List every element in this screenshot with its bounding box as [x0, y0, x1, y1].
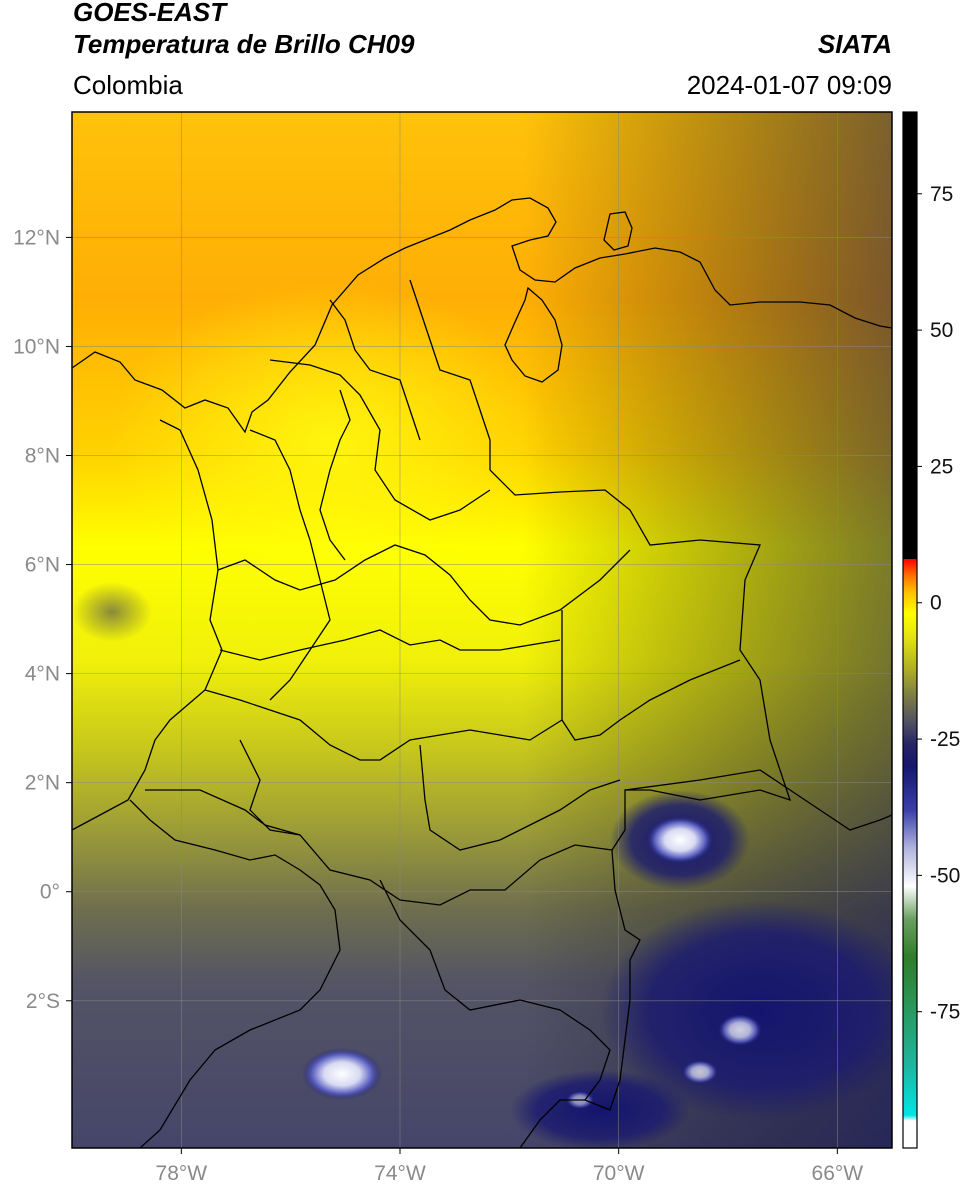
colorbar-ticks: 75 50 25 0 -25 -50 -75: [917, 183, 960, 1024]
lon-tick-label: 66°W: [812, 1162, 864, 1185]
dept-line-10: [409, 279, 491, 470]
colorbar-tick-label: -25: [930, 728, 960, 751]
colombia-east-border: [489, 469, 792, 1148]
datetime-label: 2024-01-07 09:09: [686, 70, 892, 100]
paraguana-peninsula: [603, 211, 633, 251]
brightness-temperature-image: [72, 112, 892, 1148]
dept-line-11: [329, 299, 421, 441]
lat-tick-label: 4°N: [25, 663, 60, 686]
lat-tick-label: 0°: [40, 881, 60, 904]
lat-tick-label: 10°N: [13, 335, 60, 358]
colorbar-tick-label: -75: [930, 1001, 960, 1024]
ecuador-peru-coast: [129, 799, 341, 1148]
peru-brazil-border: [379, 879, 611, 1101]
dept-line-1: [269, 359, 491, 521]
colorbar-gradient: [903, 112, 917, 1148]
product-title: Temperatura de Brillo CH09: [73, 29, 415, 59]
region-label: Colombia: [73, 70, 183, 100]
lat-tick-label: 8°N: [25, 445, 60, 468]
latitude-axis: 12°N 10°N 8°N 6°N 4°N 2°N 0° 2°S: [13, 226, 72, 1013]
dept-line-5: [204, 689, 563, 761]
colorbar: 75 50 25 0 -25 -50 -75: [902, 111, 960, 1149]
coastlines-and-borders: [72, 197, 892, 1148]
colorbar-tick-label: -50: [930, 864, 960, 887]
dept-line-7: [419, 744, 621, 851]
lat-tick-label: 6°N: [25, 554, 60, 577]
longitude-axis: 78°W 74°W 70°W 66°W: [156, 1148, 864, 1185]
venezuela-brazil-border: [624, 769, 892, 831]
colorbar-tick-label: 75: [930, 183, 953, 206]
colorbar-tick-label: 50: [930, 319, 953, 342]
lat-tick-label: 2°N: [25, 772, 60, 795]
dept-line-8: [239, 739, 301, 836]
dept-line-6: [561, 610, 741, 741]
lat-tick-label: 2°S: [26, 990, 60, 1013]
lat-tick-label: 12°N: [13, 226, 60, 249]
map-frame: [71, 111, 893, 1149]
dept-line-4: [219, 629, 561, 661]
maracaibo-lake: [504, 286, 563, 383]
lon-tick-label: 74°W: [374, 1162, 426, 1185]
agency-label: SIATA: [817, 29, 892, 59]
lon-tick-label: 70°W: [593, 1162, 645, 1185]
graticule: [72, 112, 892, 1148]
colorbar-tick-label: 0: [930, 592, 942, 615]
caribbean-coast: [72, 197, 892, 434]
dept-line-2: [249, 429, 331, 701]
colorbar-fill: [903, 112, 917, 1148]
colorbar-tick-label: 25: [930, 455, 953, 478]
lon-tick-label: 78°W: [156, 1162, 208, 1185]
pacific-coast: [72, 419, 223, 831]
satellite-title: GOES-EAST: [73, 0, 227, 27]
colorbar-frame: [902, 111, 918, 1149]
dept-line-9: [319, 389, 351, 561]
dept-line-3: [217, 544, 631, 626]
